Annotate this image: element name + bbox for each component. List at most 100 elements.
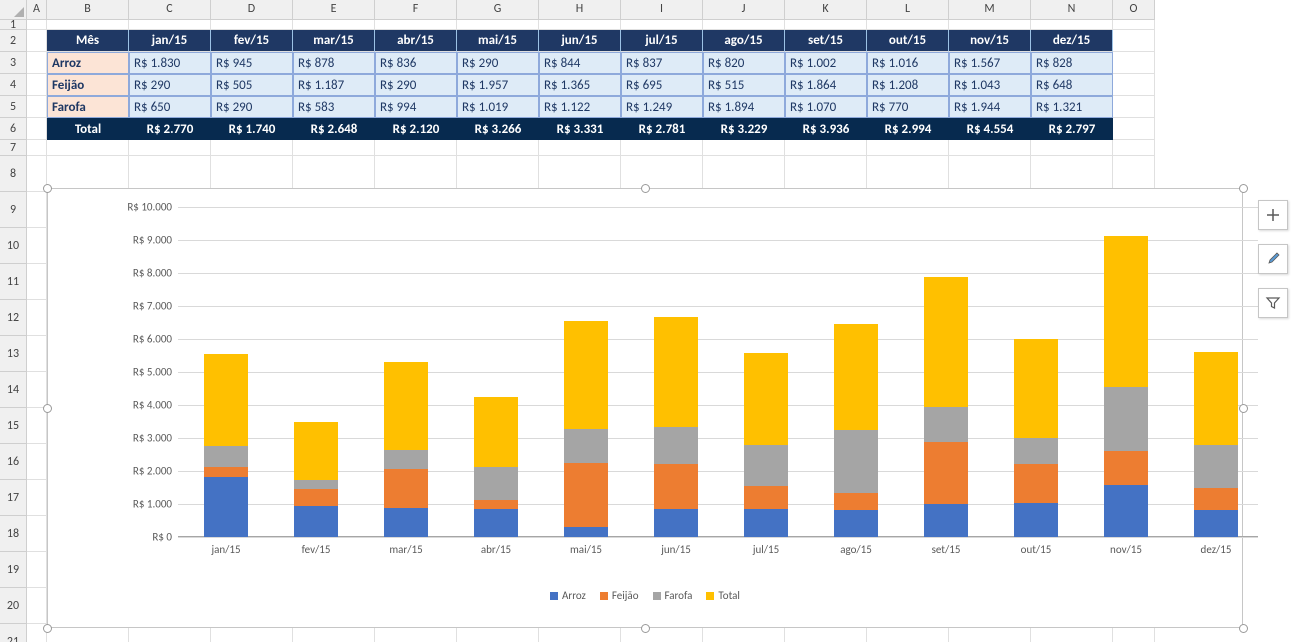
cell-M4[interactable]: R$ 1.043 [949,74,1031,96]
cell-M3[interactable]: R$ 1.567 [949,52,1031,74]
row-header-1[interactable]: 1 [0,20,27,30]
cell-A15[interactable] [27,408,47,444]
cell-I7[interactable] [621,140,703,156]
column-header-N[interactable]: N [1031,0,1113,20]
chart-bar-segment[interactable] [1194,352,1238,444]
column-header-F[interactable]: F [375,0,457,20]
row-header-18[interactable]: 18 [0,516,27,552]
cell-A4[interactable] [27,74,47,96]
chart-bar-segment[interactable] [834,324,878,431]
column-header-M[interactable]: M [949,0,1031,20]
cell-O7[interactable] [1113,140,1155,156]
chart-bar-segment[interactable] [474,500,518,510]
cell-B6[interactable]: Total [47,118,129,140]
cell-C2[interactable]: jan/15 [129,30,211,52]
cell-G6[interactable]: R$ 3.266 [457,118,539,140]
chart-resize-handle[interactable] [1239,404,1248,413]
chart-bar-segment[interactable] [384,450,428,469]
cell-I4[interactable]: R$ 695 [621,74,703,96]
cell-C1[interactable] [129,20,211,30]
chart-bar-segment[interactable] [654,464,698,509]
cell-A14[interactable] [27,372,47,408]
cell-F4[interactable]: R$ 290 [375,74,457,96]
cell-G2[interactable]: mai/15 [457,30,539,52]
row-header-3[interactable]: 3 [0,52,27,74]
chart-bar-segment[interactable] [294,506,338,537]
cell-H1[interactable] [539,20,621,30]
column-header-K[interactable]: K [785,0,867,20]
cell-G4[interactable]: R$ 1.957 [457,74,539,96]
chart-bar-segment[interactable] [204,354,248,445]
chart-bar-segment[interactable] [474,509,518,537]
chart-elements-button[interactable] [1258,200,1288,230]
cell-A9[interactable] [27,192,47,228]
chart-bar-segment[interactable] [834,430,878,493]
chart-bar-segment[interactable] [204,467,248,477]
row-header-8[interactable]: 8 [0,156,27,192]
cell-G5[interactable]: R$ 1.019 [457,96,539,118]
chart-bar-segment[interactable] [564,321,608,429]
chart-object[interactable]: R$ 0R$ 1.000R$ 2.000R$ 3.000R$ 4.000R$ 5… [47,188,1243,628]
cell-A18[interactable] [27,516,47,552]
column-header-D[interactable]: D [211,0,293,20]
column-header-I[interactable]: I [621,0,703,20]
cell-J6[interactable]: R$ 3.229 [703,118,785,140]
cell-K7[interactable] [785,140,867,156]
chart-legend-item[interactable]: Farofa [653,589,693,602]
cell-F3[interactable]: R$ 836 [375,52,457,74]
chart-bar-segment[interactable] [1014,438,1058,463]
cell-F5[interactable]: R$ 994 [375,96,457,118]
chart-bar-segment[interactable] [564,429,608,463]
cell-C8[interactable] [129,156,211,192]
cell-D2[interactable]: fev/15 [211,30,293,52]
chart-filters-button[interactable] [1258,288,1288,318]
cell-J5[interactable]: R$ 1.894 [703,96,785,118]
cell-A5[interactable] [27,96,47,118]
cell-N1[interactable] [1031,20,1113,30]
cell-N3[interactable]: R$ 828 [1031,52,1113,74]
cell-D6[interactable]: R$ 1.740 [211,118,293,140]
cell-A1[interactable] [27,20,47,30]
chart-legend-item[interactable]: Total [706,589,740,602]
chart-resize-handle[interactable] [641,624,650,633]
cell-H4[interactable]: R$ 1.365 [539,74,621,96]
cell-L5[interactable]: R$ 770 [867,96,949,118]
chart-resize-handle[interactable] [641,184,650,193]
chart-bar-segment[interactable] [924,442,968,504]
cell-N8[interactable] [1031,156,1113,192]
cell-L3[interactable]: R$ 1.016 [867,52,949,74]
chart-bar-segment[interactable] [1104,387,1148,451]
cell-E5[interactable]: R$ 583 [293,96,375,118]
cell-A11[interactable] [27,264,47,300]
row-header-11[interactable]: 11 [0,264,27,300]
cell-B7[interactable] [47,140,129,156]
row-header-13[interactable]: 13 [0,336,27,372]
cell-E8[interactable] [293,156,375,192]
cell-D8[interactable] [211,156,293,192]
cell-B4[interactable]: Feijão [47,74,129,96]
cell-E7[interactable] [293,140,375,156]
cell-B2[interactable]: Mês [47,30,129,52]
chart-bar-segment[interactable] [744,353,788,445]
cell-L2[interactable]: out/15 [867,30,949,52]
cell-A7[interactable] [27,140,47,156]
row-header-20[interactable]: 20 [0,588,27,624]
row-header-9[interactable]: 9 [0,192,27,228]
chart-resize-handle[interactable] [43,404,52,413]
cell-A20[interactable] [27,588,47,624]
chart-resize-handle[interactable] [1239,624,1248,633]
cell-K3[interactable]: R$ 1.002 [785,52,867,74]
column-header-L[interactable]: L [867,0,949,20]
cell-I3[interactable]: R$ 837 [621,52,703,74]
chart-bar-segment[interactable] [744,509,788,537]
cell-L8[interactable] [867,156,949,192]
cell-M5[interactable]: R$ 1.944 [949,96,1031,118]
cell-A19[interactable] [27,552,47,588]
cell-J8[interactable] [703,156,785,192]
cell-J3[interactable]: R$ 820 [703,52,785,74]
chart-resize-handle[interactable] [43,624,52,633]
column-header-H[interactable]: H [539,0,621,20]
chart-bar-segment[interactable] [564,527,608,537]
cell-I6[interactable]: R$ 2.781 [621,118,703,140]
cell-I2[interactable]: jul/15 [621,30,703,52]
